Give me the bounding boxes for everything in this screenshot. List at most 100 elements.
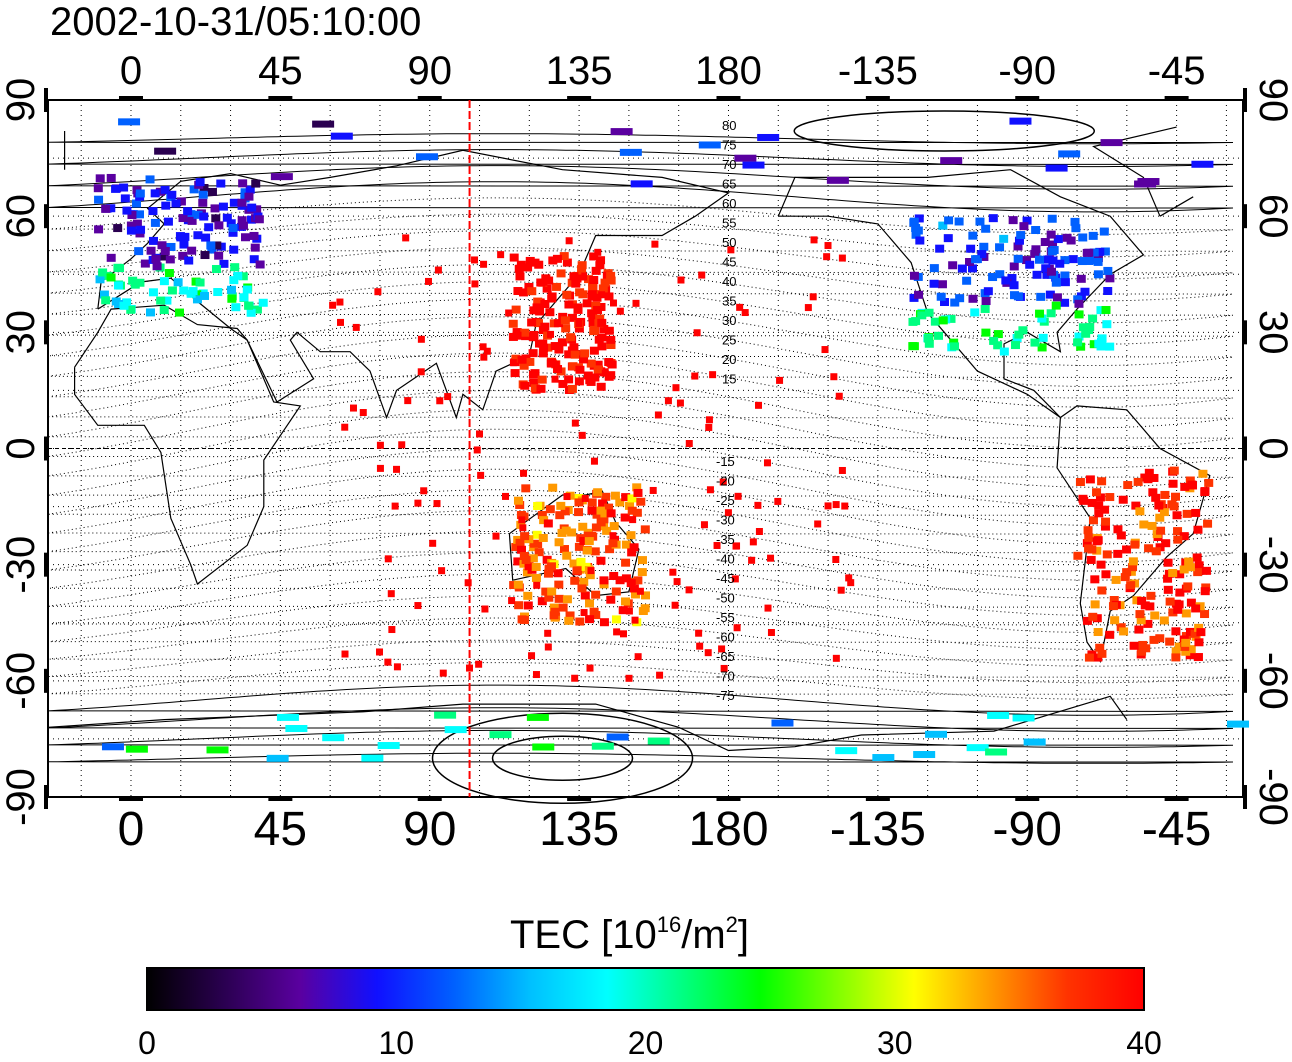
tec-point: [935, 244, 945, 253]
tec-point: [359, 409, 367, 417]
tec-point: [1181, 647, 1191, 656]
tec-point: [546, 562, 556, 571]
tec-point: [226, 219, 236, 228]
tec-point: [962, 276, 972, 285]
tec-point: [1193, 653, 1203, 662]
tec-point: [911, 230, 921, 239]
tec-point: [767, 554, 775, 562]
tec-point: [1171, 492, 1181, 501]
tec-point: [1105, 630, 1115, 639]
bottom-lon-label: -135: [830, 803, 926, 856]
tec-point: [533, 501, 543, 510]
tec-point: [1092, 614, 1102, 623]
tec-point: [587, 506, 597, 515]
contour-label: 15: [722, 372, 736, 387]
tec-point: [1100, 522, 1110, 531]
tec-point: [838, 254, 846, 262]
left-tick: [44, 88, 48, 112]
tec-point: [1131, 501, 1141, 510]
tec-point: [532, 530, 542, 539]
tec-point: [341, 650, 349, 658]
contour-label: -75: [716, 688, 735, 703]
colorbar-tick-label: 40: [1126, 1025, 1162, 1057]
left-tick: [44, 320, 48, 345]
tec-point: [95, 174, 105, 183]
tec-point: [237, 216, 247, 225]
tec-point: [387, 590, 395, 598]
tec-point: [1159, 508, 1169, 517]
tec-point: [809, 293, 817, 301]
tec-point: [1084, 533, 1094, 542]
top-tick: [1015, 96, 1040, 100]
contour-line: [47, 595, 1234, 650]
tec-point: [968, 264, 978, 273]
tec-point: [995, 243, 1005, 252]
tec-point: [1100, 139, 1123, 147]
tec-point: [575, 617, 585, 626]
tec-point: [1048, 256, 1058, 265]
tec-point: [134, 210, 144, 219]
contour-label: -60: [716, 630, 735, 645]
tec-point: [1128, 563, 1138, 572]
tec-point: [184, 256, 194, 265]
tec-point: [1013, 292, 1023, 301]
tec-point: [1193, 525, 1203, 534]
tec-point: [988, 214, 998, 223]
tec-point: [1085, 322, 1095, 331]
tec-point: [1193, 568, 1203, 577]
tec-point: [1129, 641, 1139, 650]
tec-point: [1079, 496, 1089, 505]
tec-point: [376, 464, 384, 472]
contour-label: -70: [716, 669, 735, 684]
tec-point: [575, 365, 585, 374]
tec-point: [1201, 566, 1211, 575]
contour-line: [47, 639, 1234, 684]
tec-point: [95, 275, 105, 284]
tec-point: [145, 308, 155, 317]
tec-point: [119, 301, 129, 310]
tec-point: [970, 308, 980, 317]
tec-point: [609, 571, 619, 580]
top-lon-label: 45: [258, 49, 303, 93]
tec-point: [1132, 596, 1142, 605]
tec-point: [228, 223, 238, 232]
tec-point: [598, 291, 606, 299]
tec-point: [1001, 276, 1011, 285]
tec-point: [1183, 582, 1193, 591]
tec-point: [1092, 546, 1102, 555]
tec-point: [1103, 266, 1113, 275]
tec-point: [632, 508, 642, 517]
colorbar-tick-label: 20: [628, 1025, 664, 1057]
tec-point: [804, 304, 812, 312]
tec-point: [930, 317, 940, 326]
tec-point: [560, 507, 570, 516]
tec-point: [1150, 611, 1160, 620]
tec-point: [608, 539, 618, 548]
contour-line: [47, 617, 1234, 667]
contour-label: -20: [716, 474, 735, 489]
tec-point: [113, 224, 123, 233]
tec-point: [980, 304, 990, 313]
tec-point: [1180, 642, 1190, 651]
tec-point: [244, 301, 254, 310]
tec-point: [554, 594, 564, 603]
tec-point: [134, 247, 144, 256]
tec-point: [188, 287, 198, 296]
tec-point: [564, 300, 574, 309]
tec-point: [1126, 567, 1136, 576]
tec-point: [1048, 240, 1058, 249]
tec-point: [160, 185, 170, 194]
tec-point: [993, 330, 1003, 339]
tec-point: [1034, 255, 1044, 264]
tec-point: [529, 330, 539, 339]
tec-point: [713, 541, 721, 549]
tec-point: [832, 654, 840, 662]
tec-point: [719, 478, 727, 486]
tec-point: [582, 546, 592, 555]
tec-point: [1105, 493, 1115, 502]
tec-point: [724, 509, 732, 517]
tec-point: [1149, 635, 1159, 644]
tec-point: [1047, 247, 1057, 256]
tec-point: [626, 531, 636, 540]
tec-point: [1194, 623, 1204, 632]
